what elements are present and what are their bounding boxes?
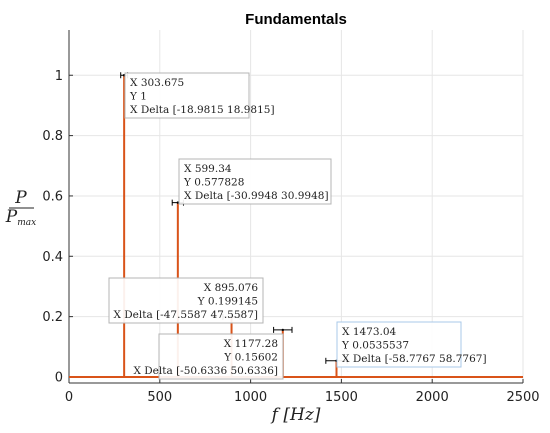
x-tick-labels: 0 500 1000 1500 2000 2500 — [65, 390, 540, 405]
datatip-line: X Delta [-18.9815 18.9815] — [130, 104, 275, 116]
datatip-line: X Delta [-58.7767 58.7767] — [342, 353, 487, 365]
y-tick-label: 0.8 — [42, 129, 63, 144]
datatip-frame — [108, 277, 264, 324]
error-bar — [273, 326, 293, 333]
x-tick-label: 1000 — [234, 390, 267, 405]
datatip-box: X 303.675 Y 1X Delta [-18.9815 18.9815] — [124, 72, 275, 119]
x-tick-label: 0 — [65, 390, 73, 405]
y-tick-label: 0.4 — [42, 250, 63, 265]
x-tick-label: 2500 — [506, 390, 539, 405]
datatip-line: X 1177.28 — [224, 338, 278, 350]
axes — [68, 30, 524, 384]
y-tick-label: 0.6 — [42, 189, 63, 204]
datatip-line: X Delta [-47.5587 47.5587] — [113, 309, 258, 321]
datatip-line: Y 0.199145 — [197, 296, 258, 308]
datatip-line: X Delta [-50.6336 50.6336] — [133, 365, 278, 377]
x-tick-label: 500 — [147, 390, 172, 405]
x-axis-label: f [Hz] — [270, 405, 321, 425]
datatip-line: Y 0.0535537 — [341, 340, 409, 352]
y-label-denominator: Pmax — [5, 207, 36, 228]
data-point-marker — [176, 201, 180, 204]
y-tick-label: 0.2 — [42, 310, 63, 325]
datatip-frame — [336, 321, 462, 368]
x-tick-label: 1500 — [325, 390, 358, 405]
datatip-line: X 1473.04 — [342, 326, 397, 338]
x-tick-label: 2000 — [416, 390, 449, 405]
y-label-numerator: P — [14, 188, 27, 208]
data-point-marker — [281, 328, 284, 332]
datatip-frame — [158, 333, 284, 380]
datatip-line: X 599.34 — [184, 163, 232, 175]
datatip-line: X Delta [-30.9948 30.9948] — [184, 190, 329, 202]
datatip-line: Y 0.577828 — [183, 177, 244, 189]
datatip-line: X 303.675 — [130, 77, 184, 89]
datatip-line: X 895.076 — [204, 282, 259, 294]
x-label-text: f [Hz] — [270, 405, 321, 425]
y-tick-labels: 0 0.2 0.4 0.6 0.8 1 — [42, 69, 63, 386]
datatip-frame — [178, 158, 332, 205]
datatip-frame — [124, 72, 250, 119]
datatip-line: Y 1 — [129, 91, 147, 103]
chart-title: Fundamentals — [245, 11, 347, 28]
y-tick-label: 1 — [55, 69, 63, 84]
datatip-line: Y 0.15602 — [223, 352, 278, 364]
y-tick-label: 0 — [55, 370, 63, 385]
